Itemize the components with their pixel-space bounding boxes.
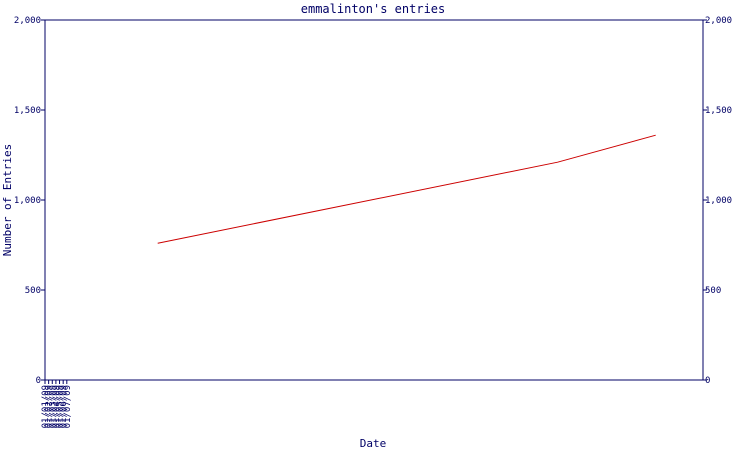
x-axis: 01/01/0901/02/0901/03/0901/04/0901/05/09… xyxy=(41,380,73,428)
y-axis-label: Number of Entries xyxy=(1,144,14,257)
y-tick-label-right: 1,000 xyxy=(705,196,732,206)
y-tick-label-right: 500 xyxy=(705,286,721,296)
chart-title: emmalinton's entries xyxy=(301,2,446,16)
x-tick-label: 01/03/09 xyxy=(48,385,58,428)
y-tick-label-right: 1,500 xyxy=(705,106,732,116)
x-tick-label: 01/05/09 xyxy=(56,385,66,428)
y-axis-left: 0 500 1,000 1,500 2,000 xyxy=(14,16,45,386)
y-tick-label-left: 2,000 xyxy=(14,16,41,26)
y-tick-label-right: 0 xyxy=(705,376,710,386)
series-group xyxy=(157,134,656,244)
y-tick-label-left: 1,000 xyxy=(14,196,41,206)
x-axis-label: Date xyxy=(360,437,387,450)
y-tick-label-right: 2,000 xyxy=(705,16,732,26)
x-tick-label: 01/01/09 xyxy=(41,385,51,428)
y-tick-label-left: 500 xyxy=(25,286,41,296)
y-axis-right: 0 500 1,000 1,500 2,000 xyxy=(703,16,732,386)
series-line xyxy=(157,134,656,244)
x-tick-label: 01/02/09 xyxy=(45,385,55,428)
x-tick-label: 01/07/09 xyxy=(63,385,73,428)
y-tick-label-left: 1,500 xyxy=(14,106,41,116)
y-tick-label-left: 0 xyxy=(36,376,41,386)
plot-area-frame xyxy=(44,19,704,381)
x-tick-label: 01/06/09 xyxy=(59,385,69,428)
x-tick-label: 01/04/09 xyxy=(52,385,62,428)
